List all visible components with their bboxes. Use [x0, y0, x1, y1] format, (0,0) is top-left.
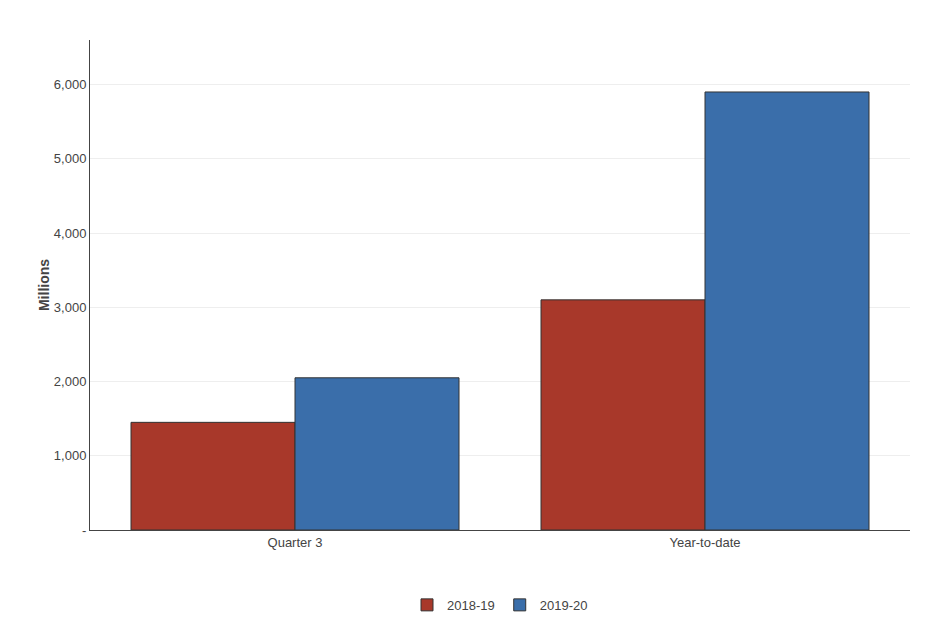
svg-text:4,000: 4,000	[54, 226, 87, 241]
svg-text:Millions: Millions	[36, 259, 52, 311]
svg-text:6,000: 6,000	[54, 77, 87, 92]
svg-text:Quarter 3: Quarter 3	[268, 535, 323, 550]
svg-text:2,000: 2,000	[54, 374, 87, 389]
svg-text:2019-20: 2019-20	[540, 598, 588, 613]
svg-text:Year-to-date: Year-to-date	[669, 535, 740, 550]
svg-text:5,000: 5,000	[54, 151, 87, 166]
svg-text:1,000: 1,000	[54, 448, 87, 463]
svg-text:2018-19: 2018-19	[447, 598, 495, 613]
svg-text:-: -	[82, 523, 86, 538]
svg-text:3,000: 3,000	[54, 300, 87, 315]
